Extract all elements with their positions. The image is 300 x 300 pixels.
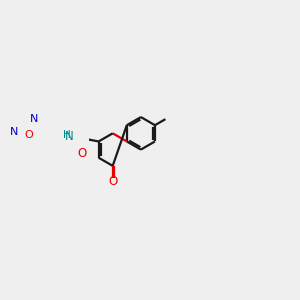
Text: N: N bbox=[10, 127, 19, 136]
Text: N: N bbox=[65, 130, 74, 143]
Text: N: N bbox=[29, 114, 38, 124]
Text: O: O bbox=[24, 130, 33, 140]
Text: O: O bbox=[108, 175, 117, 188]
Text: O: O bbox=[77, 148, 87, 160]
Text: H: H bbox=[63, 130, 71, 140]
